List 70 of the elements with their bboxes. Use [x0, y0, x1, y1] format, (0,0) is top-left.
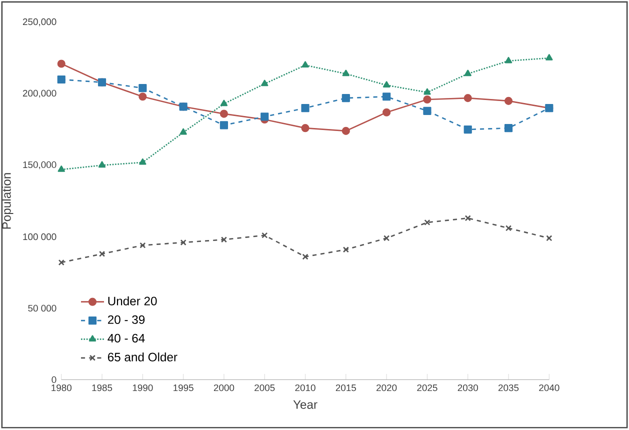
point	[464, 94, 472, 102]
point	[505, 225, 512, 232]
legend-label: Under 20	[108, 296, 157, 306]
y-tick-label: 200,000	[22, 90, 56, 98]
point	[302, 254, 308, 260]
point	[57, 76, 66, 84]
y-tick-label: 50 000	[28, 305, 56, 312]
point	[504, 97, 513, 106]
legend-label: 65 and Older	[108, 352, 178, 362]
x-tick-label: 1995	[174, 384, 194, 392]
point	[98, 251, 106, 258]
point	[138, 84, 147, 92]
y-tick-label: 250,000	[22, 18, 56, 26]
point	[382, 92, 391, 101]
point	[342, 70, 350, 76]
point	[504, 124, 513, 132]
y-tick-label: 150,000	[23, 162, 56, 170]
point	[262, 232, 268, 239]
point	[546, 235, 552, 242]
x-tick-label: 2000	[214, 384, 234, 392]
x-tick-label: 1985	[92, 384, 112, 392]
point	[342, 246, 349, 253]
x-tick-label: 2005	[254, 384, 275, 392]
point	[220, 110, 228, 118]
legend-label: 20 - 39	[108, 316, 145, 324]
point	[384, 235, 390, 242]
point	[504, 57, 512, 64]
point	[220, 100, 228, 106]
point	[382, 81, 390, 88]
point	[261, 80, 268, 86]
x-tick-label: 2020	[376, 384, 397, 392]
y-tick-label: 100 000	[23, 234, 56, 240]
x-tick-label: 2015	[336, 384, 356, 392]
x-tick-label: 2025	[417, 384, 438, 392]
point	[302, 61, 309, 68]
point	[382, 108, 391, 117]
x-tick-label: 2035	[498, 384, 519, 392]
point	[57, 60, 66, 68]
point	[423, 107, 432, 116]
point	[138, 92, 147, 101]
point	[464, 70, 472, 76]
y-tick-label: 0	[52, 376, 56, 384]
point	[98, 161, 106, 168]
point	[140, 242, 146, 249]
point	[180, 128, 187, 135]
point	[464, 215, 471, 222]
point	[342, 127, 350, 136]
x-axis-title: Year	[293, 400, 318, 410]
point	[220, 121, 228, 130]
point	[546, 54, 553, 61]
point	[260, 112, 269, 121]
x-tick-label: 1990	[132, 384, 153, 392]
y-axis-title: Population	[2, 173, 14, 229]
point	[301, 124, 310, 132]
point	[58, 260, 64, 266]
point	[180, 240, 186, 246]
legend-label: 40 - 64	[108, 334, 145, 343]
point	[423, 96, 432, 104]
point	[220, 236, 228, 243]
point	[424, 88, 431, 95]
point	[342, 94, 350, 102]
point	[464, 126, 472, 134]
x-tick-label: 2030	[458, 384, 478, 392]
x-tick-label: 2010	[295, 384, 316, 392]
x-tick-label: 2040	[539, 384, 560, 392]
point	[58, 166, 65, 172]
point	[301, 104, 310, 112]
point	[139, 158, 146, 165]
x-tick-label: 1980	[52, 384, 72, 392]
point	[424, 220, 430, 226]
